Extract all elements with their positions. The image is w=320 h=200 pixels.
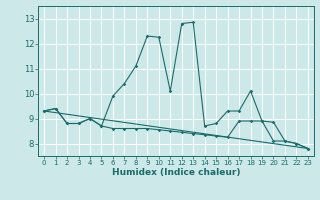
X-axis label: Humidex (Indice chaleur): Humidex (Indice chaleur) [112,168,240,177]
